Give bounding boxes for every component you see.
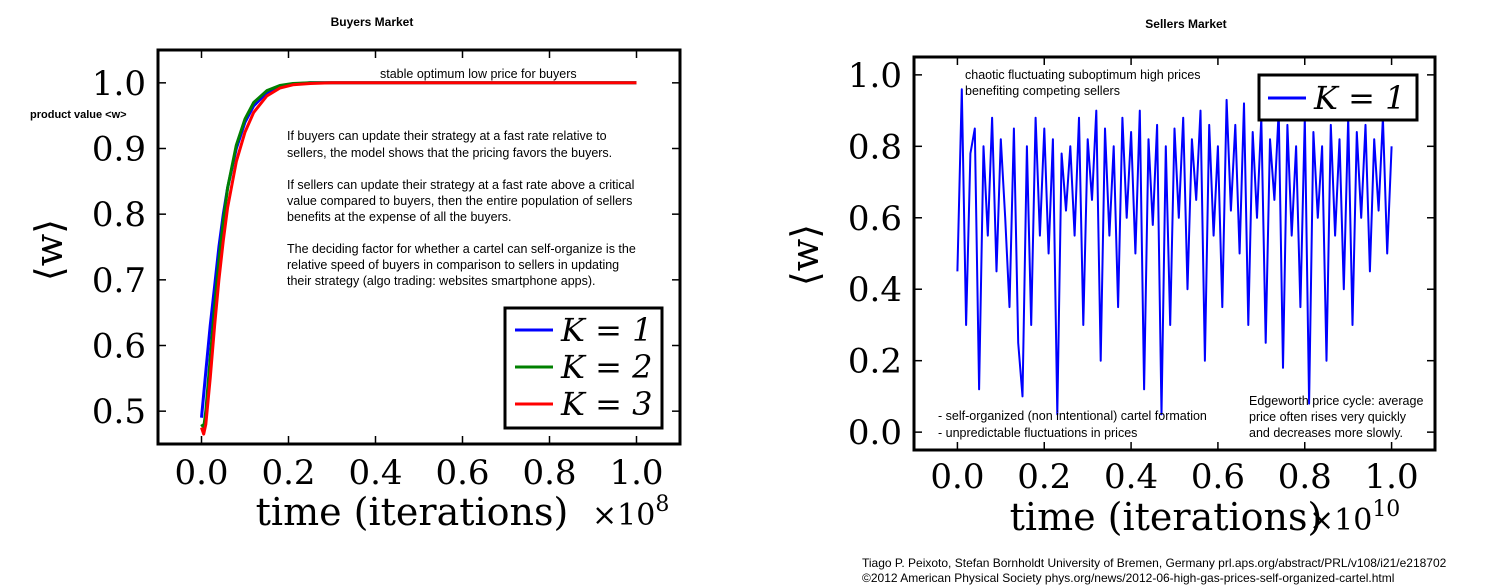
- annotation-edgeworth-line1: Edgeworth price cycle: average: [1249, 394, 1423, 408]
- y-tick-label: 1.0: [92, 64, 146, 104]
- chart-title: Buyers Market: [331, 15, 414, 29]
- y-tick-label: 0.0: [848, 413, 902, 453]
- y-tick-label: 0.6: [848, 199, 902, 239]
- y-tick-label: 0.8: [848, 127, 902, 167]
- annotation-text-line: value compared to buyers, then the entir…: [287, 194, 632, 208]
- x-tick-label: 0.2: [261, 453, 315, 493]
- x-tick-label: 0.2: [1017, 457, 1071, 497]
- legend-label: K = 3: [560, 385, 652, 423]
- y-tick-label: 0.9: [92, 130, 146, 170]
- series-line-k3: [200, 81, 637, 436]
- legend: K = 1: [1257, 73, 1419, 122]
- y-tick-label: 1.0: [848, 56, 902, 96]
- buyers-market-chart: Buyers Market product value <w> ⟨w⟩ 0.50…: [27, 15, 682, 534]
- annotation-chaotic-line1: chaotic fluctuating suboptimum high pric…: [965, 68, 1201, 82]
- x-tick-label: 0.0: [174, 453, 228, 493]
- annotation-text-line: relative speed of buyers in comparison t…: [287, 258, 619, 272]
- legend-label: K = 2: [560, 348, 652, 386]
- x-tick-label: 0.6: [1191, 457, 1245, 497]
- y-tick-label: 0.7: [92, 261, 146, 301]
- series-lines: [200, 81, 637, 436]
- y-tick-label: 0.8: [92, 195, 146, 235]
- legend: K = 1K = 2K = 3: [503, 306, 664, 430]
- x-axis-label: time (iterations): [1010, 495, 1323, 539]
- x-tick-label: 0.0: [930, 457, 984, 497]
- y-tick-labels: 0.0 0.2 0.4 0.6 0.8 1.0: [848, 56, 1435, 453]
- x-axis-label: time (iterations): [256, 490, 569, 534]
- x-tick-label: 1.0: [1365, 457, 1419, 497]
- annotation-text-line: their strategy (algo trading: websites s…: [287, 274, 596, 288]
- annotation-stable-optimum: stable optimum low price for buyers: [380, 67, 577, 81]
- x-tick-labels: 0.0 0.2 0.4 0.6 0.8 1.0: [930, 57, 1419, 497]
- annotation-text-line: sellers, the model shows that the pricin…: [287, 146, 612, 160]
- credit-line-2: ©2012 American Physical Society phys.org…: [862, 571, 1395, 585]
- series-line-k1: [956, 88, 1393, 416]
- x-tick-label: 0.4: [348, 453, 402, 493]
- series-lines: [956, 88, 1393, 416]
- annotation-edgeworth-line2: price often rises very quickly: [1249, 410, 1407, 424]
- x-tick-label: 0.6: [435, 453, 489, 493]
- x-tick-labels: 0.0 0.2 0.4 0.6 0.8 1.0: [174, 50, 664, 493]
- annotation-text-line: If buyers can update their strategy at a…: [287, 129, 607, 143]
- annotation-edgeworth-line3: and decreases more slowly.: [1249, 426, 1403, 440]
- legend-label: K = 1: [1313, 79, 1405, 117]
- y-tick-label: 0.6: [92, 327, 146, 367]
- y-axis-label: ⟨w⟩: [783, 224, 827, 286]
- x-tick-label: 1.0: [609, 453, 663, 493]
- plot-frame: [912, 55, 1437, 452]
- x-axis-multiplier: ×1010: [1309, 497, 1400, 538]
- credit-line-1: Tiago P. Peixoto, Stefan Bornholdt Unive…: [862, 556, 1447, 570]
- x-axis-multiplier: ×108: [592, 492, 669, 533]
- plot-frame: [156, 48, 682, 446]
- annotation-text-line: benefits at the expense of all the buyer…: [287, 210, 511, 224]
- annotation-text-line: The deciding factor for whether a cartel…: [287, 242, 636, 256]
- x-tick-label: 0.8: [522, 453, 576, 493]
- annotation-text-line: If sellers can update their strategy at …: [287, 178, 634, 192]
- y-tick-label: 0.4: [848, 270, 902, 310]
- annotation-cartel-line1: - self-organized (non intentional) carte…: [938, 409, 1207, 423]
- x-tick-label: 0.8: [1278, 457, 1332, 497]
- y-axis-side-note: product value <w>: [30, 109, 127, 121]
- y-tick-label: 0.5: [92, 392, 146, 432]
- annotation-cartel-line2: - unpredictable fluctuations in prices: [938, 426, 1137, 440]
- sellers-market-chart: Sellers Market ⟨w⟩ 0.0 0.2 0.4 0.6 0.8 1.0 0.…: [783, 17, 1437, 539]
- x-tick-label: 0.4: [1104, 457, 1158, 497]
- y-axis-label: ⟨w⟩: [27, 219, 71, 281]
- y-tick-labels: 0.5 0.6 0.7 0.8 0.9 1.0: [92, 64, 680, 432]
- y-tick-label: 0.2: [848, 342, 902, 382]
- chart-title: Sellers Market: [1145, 17, 1226, 31]
- legend-label: K = 1: [560, 311, 652, 349]
- annotation-chaotic-line2: benefiting competing sellers: [965, 84, 1120, 98]
